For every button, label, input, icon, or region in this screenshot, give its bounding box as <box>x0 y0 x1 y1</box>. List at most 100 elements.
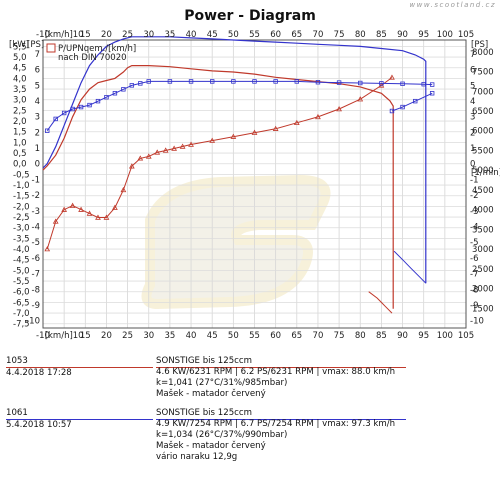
kw-tick-label: 0,0 <box>13 160 27 170</box>
rpm-curve-blue <box>46 80 433 131</box>
record-owner: Mašek - matador červený <box>156 389 266 399</box>
rpm-tick-label: 4500 <box>472 186 494 196</box>
ps-tick-label: 7 <box>35 50 40 60</box>
ps-tick-label-right: -6 <box>470 254 478 264</box>
rpm-marker-blue <box>252 79 257 84</box>
rpm-marker-red <box>103 214 110 220</box>
rpm-marker-2-blue <box>389 108 395 114</box>
rpm-tick-label: 7500 <box>472 68 494 78</box>
scootland-logo <box>141 174 331 310</box>
rpm-marker-blue <box>121 87 126 92</box>
chart-grid <box>43 40 466 328</box>
record-id: 1061 <box>6 408 28 418</box>
record-date: 4.4.2018 17:28 <box>6 368 72 378</box>
kw-tick-label: -6,0 <box>13 288 30 298</box>
x-tick-label-bottom: 100 <box>437 331 453 341</box>
rpm-unit-label: [1/min] <box>471 168 500 178</box>
kw-tick-label: 2,0 <box>13 117 27 127</box>
chart-labels: -10-10[km/h]10[km/h]10151520202525303035… <box>9 30 500 341</box>
kw-tick-label: 5,5 <box>13 42 27 52</box>
rpm-marker-blue <box>70 106 75 112</box>
kw-tick-label: 3,0 <box>13 96 27 106</box>
rpm-tick-label: 2500 <box>472 265 494 275</box>
ps-unit-label-right: [PS] <box>471 40 488 50</box>
x-tick-label-top: 25 <box>122 30 133 40</box>
site-watermark: www.scootland.cz <box>409 1 496 9</box>
rpm-tick-label: 6000 <box>472 127 494 137</box>
record-vehicle: SONSTIGE bis 125ccm <box>156 356 252 366</box>
ps-tick-label: -1 <box>32 175 40 185</box>
x-tick-label-top: 60 <box>270 30 281 40</box>
rpm-marker-blue <box>146 79 151 84</box>
rpm-marker-red <box>95 214 101 220</box>
x-tick-label-top: 75 <box>334 30 345 40</box>
rpm-marker-blue <box>421 81 426 87</box>
ps-tick-label-right: 5 <box>470 81 475 91</box>
kw-tick-label: -4,0 <box>13 245 30 255</box>
plot-frame <box>42 39 467 329</box>
rpm-marker-2-blue <box>413 98 418 104</box>
record-color-line-2 <box>156 419 406 420</box>
rpm-marker-red <box>61 206 68 212</box>
x-tick-label-top: 20 <box>101 30 112 40</box>
kw-tick-label: -7,5 <box>13 320 30 330</box>
x-tick-label-bottom: 85 <box>376 331 387 341</box>
record-perf: 4.6 KW/6231 RPM | 6.2 PS/6231 RPM | vmax… <box>156 367 396 377</box>
rpm-marker-red <box>171 145 178 151</box>
rpm-marker-blue <box>78 104 84 110</box>
x-tick-label-bottom: -10 <box>36 331 50 341</box>
ps-tick-label: -5 <box>32 238 40 248</box>
rpm-marker-2-blue <box>400 104 405 110</box>
ps-tick-label: 2 <box>35 128 40 138</box>
rpm-tick-label: 3000 <box>472 245 494 255</box>
ps-tick-label-right: 4 <box>470 97 475 107</box>
x-tick-label-top: 100 <box>437 30 453 40</box>
rpm-marker-blue <box>188 79 194 84</box>
kw-tick-label: -6,5 <box>13 298 30 308</box>
x-tick-label-top: 80 <box>355 30 366 40</box>
rpm-curve-red <box>46 77 393 250</box>
ps-tick-label: -2 <box>32 191 40 201</box>
kw-tick-label: 2,5 <box>13 106 27 116</box>
rpm-marker-blue <box>429 82 435 87</box>
chart-title: Power - Diagram <box>184 8 316 24</box>
rpm-marker-blue <box>294 79 299 84</box>
rpm-marker-2-blue <box>429 91 435 96</box>
kw-tick-label: -2,5 <box>13 213 30 223</box>
ps-tick-label-right: -4 <box>470 222 478 232</box>
x-tick-label-top: 55 <box>249 30 260 40</box>
rpm-marker-blue <box>53 116 58 122</box>
rpm-marker-blue <box>336 80 342 85</box>
record-color-line <box>6 367 153 368</box>
kw-tick-label: -5,5 <box>13 277 30 287</box>
rpm-tick-label: 1500 <box>472 304 494 314</box>
rpm-tick-label: 4000 <box>472 206 494 216</box>
kw-tick-label: -7,0 <box>13 309 30 319</box>
ps-tick-label: -7 <box>32 270 40 280</box>
ps-tick-label-right: 6 <box>470 66 475 76</box>
rpm-marker-red <box>154 149 161 155</box>
rpm-marker-blue <box>61 110 67 116</box>
x-tick-label-bottom: 70 <box>313 331 324 341</box>
rpm-marker-red <box>293 119 300 126</box>
rpm-marker-blue <box>379 81 384 86</box>
record-color-line <box>6 419 153 420</box>
rpm-marker-blue <box>112 91 118 96</box>
x-tick-label-top: [km/h]10 <box>45 30 84 40</box>
ps-tick-label-right: 3 <box>470 113 475 123</box>
rpm-tick-label: 3500 <box>472 225 494 235</box>
rpm-marker-blue <box>95 98 101 104</box>
rpm-marker-blue <box>315 80 321 85</box>
rpm-marker-blue <box>358 80 363 86</box>
ps-tick-label: 0 <box>35 160 40 170</box>
x-tick-label-bottom: 90 <box>397 331 408 341</box>
ps-tick-label-right: -8 <box>470 285 478 295</box>
note-label: P/UPNqem./[km/h] <box>58 44 136 54</box>
rpm-marker-red <box>188 141 194 147</box>
power-curve-red <box>42 64 394 309</box>
x-tick-label-top: 35 <box>164 30 175 40</box>
rpm-marker-red <box>128 163 135 169</box>
x-tick-label-bottom: 25 <box>122 331 133 341</box>
ps-tick-label-right: -2 <box>470 191 478 201</box>
rpm-marker-red <box>230 133 237 139</box>
